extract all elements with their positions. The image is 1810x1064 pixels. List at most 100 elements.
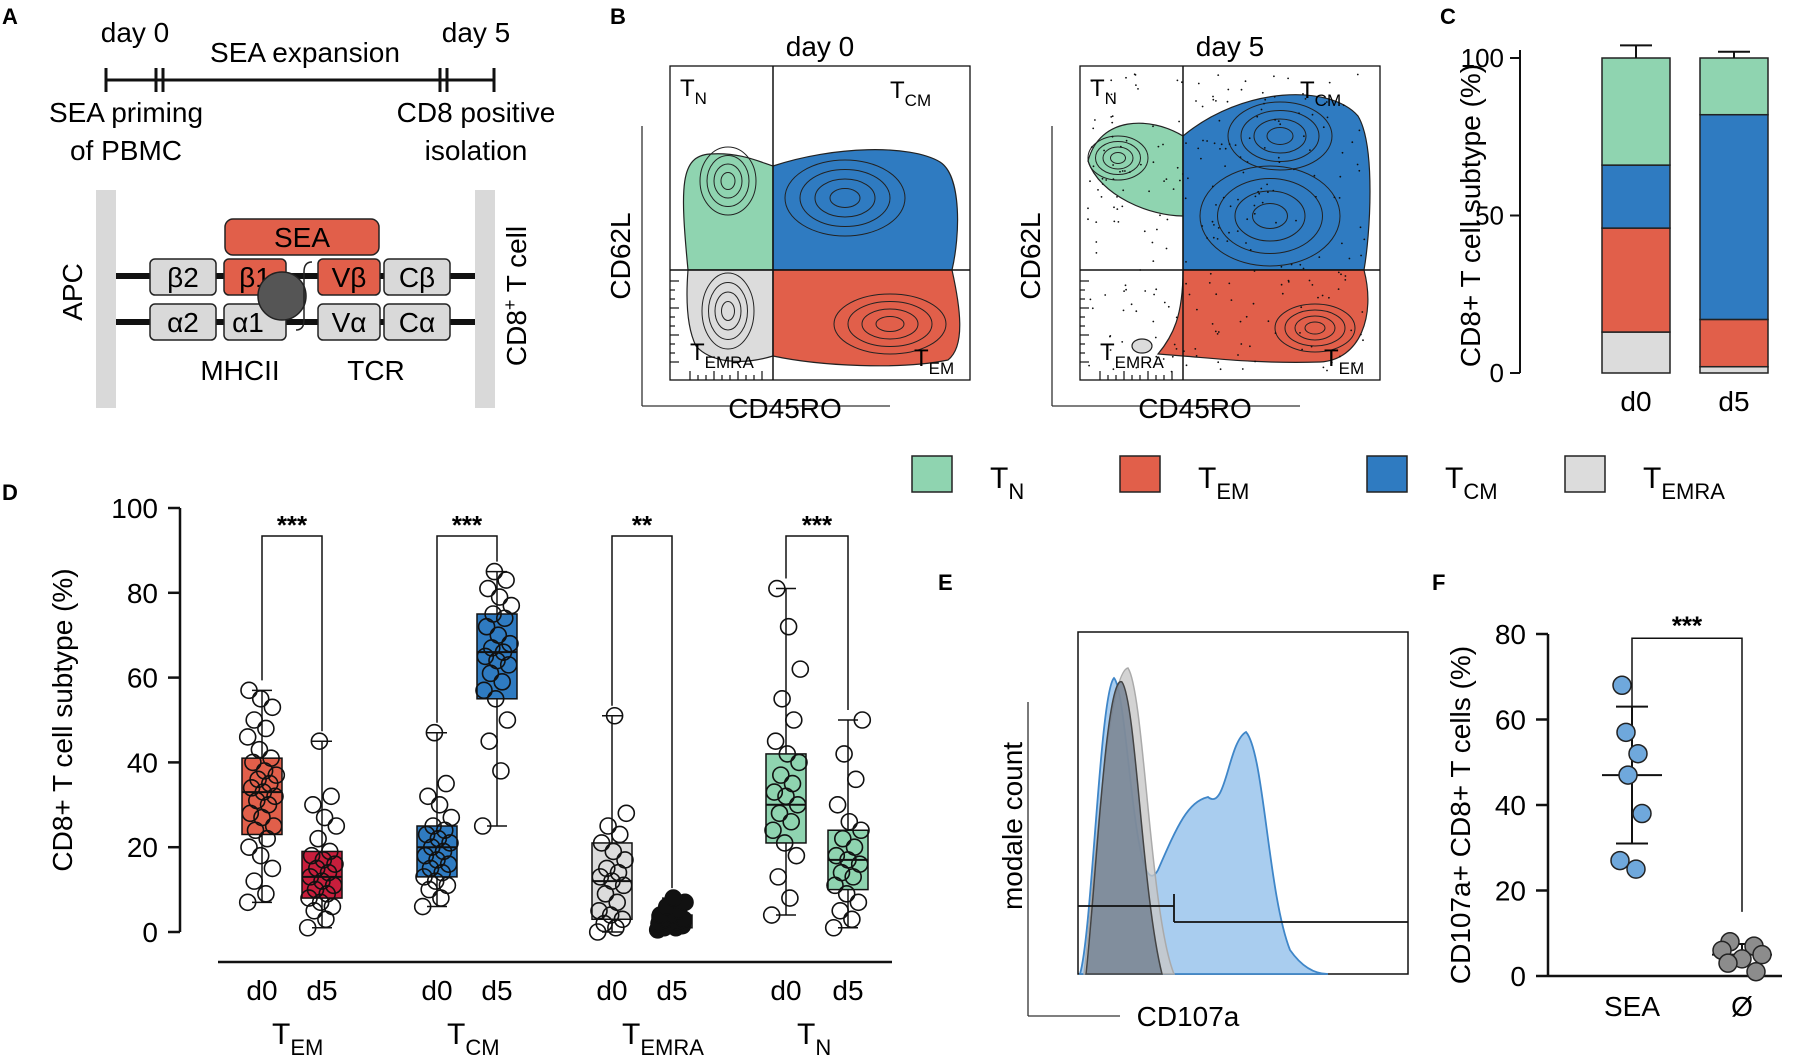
- x-tick-label: Ø: [1731, 991, 1753, 1022]
- data-point: [597, 859, 616, 878]
- tcell-membrane: [475, 190, 495, 408]
- data-point: [1746, 961, 1766, 982]
- event-dot: [1253, 204, 1256, 207]
- event-dot: [1293, 168, 1295, 171]
- event-dot: [1249, 345, 1251, 348]
- contour-ring: [708, 282, 748, 340]
- event-dot: [1303, 135, 1305, 138]
- data-point: [486, 689, 505, 708]
- event-dot: [1125, 76, 1127, 79]
- event-dot: [1152, 260, 1155, 262]
- event-dot: [1100, 196, 1103, 198]
- panel-b: B day 0 CD62L CD45RO TN TCM TEMRA TEM day 5 CD6…: [605, 4, 1381, 424]
- event-dot: [1240, 343, 1243, 345]
- event-dot: [1213, 142, 1216, 145]
- event-dot: [1219, 148, 1221, 150]
- contour-ring: [1199, 165, 1341, 267]
- event-dot: [1211, 323, 1214, 325]
- event-dot: [1215, 100, 1217, 102]
- event-dot: [1333, 196, 1336, 199]
- event-dot: [1208, 282, 1211, 284]
- data-point: [764, 821, 782, 840]
- event-dot: [1226, 100, 1229, 103]
- x-tick-label: d5: [832, 975, 863, 1006]
- event-dot: [1234, 144, 1237, 147]
- tem-region: [1156, 269, 1369, 363]
- cb-domain: [383, 258, 451, 296]
- plot-title: day 5: [1196, 31, 1265, 62]
- data-point: [775, 834, 794, 852]
- data-point: [840, 812, 859, 831]
- event-dot: [1339, 355, 1341, 358]
- event-dot: [1337, 288, 1340, 290]
- event-dot: [1112, 368, 1115, 371]
- contour-ring: [1304, 321, 1326, 335]
- event-dot: [1209, 272, 1212, 275]
- significance-label: ***: [802, 510, 833, 540]
- event-dot: [1228, 231, 1230, 234]
- contour-ring: [1240, 110, 1320, 162]
- plot-title: day 0: [786, 31, 855, 62]
- data-point: [614, 876, 633, 895]
- legend-label: TEMRA: [1643, 462, 1725, 504]
- apc-membrane: [96, 190, 116, 408]
- data-point: [1618, 765, 1638, 785]
- data-point: [845, 838, 864, 857]
- event-dot: [1109, 349, 1112, 351]
- data-point: [240, 681, 258, 700]
- event-dot: [1153, 293, 1155, 296]
- data-point: [770, 804, 789, 823]
- contour-ring: [799, 169, 891, 227]
- event-dot: [1113, 220, 1116, 223]
- event-dot: [1242, 171, 1245, 174]
- event-dot: [1236, 230, 1239, 233]
- significance-label: **: [632, 510, 653, 540]
- event-dot: [1173, 343, 1176, 346]
- apc-label: APC: [57, 263, 88, 321]
- y-tick-label: 0: [1490, 358, 1504, 388]
- contour-ring: [829, 188, 861, 208]
- data-point: [240, 838, 258, 857]
- data-point: [613, 910, 632, 929]
- event-dot: [1211, 220, 1214, 223]
- contour-ring: [1252, 203, 1288, 229]
- event-dot: [1322, 126, 1325, 129]
- bar-segment: [1601, 331, 1671, 374]
- event-dot: [1360, 333, 1362, 336]
- legend-label: TN: [990, 462, 1024, 504]
- event-dot: [1116, 196, 1118, 198]
- data-point: [787, 846, 806, 865]
- event-dot: [1340, 273, 1342, 276]
- y-axis-label: CD62L: [605, 212, 636, 299]
- contour-ring: [1253, 118, 1307, 154]
- contour-ring: [699, 146, 757, 216]
- event-dot: [1267, 191, 1269, 194]
- x-tick-label: d0: [770, 975, 801, 1006]
- data-point: [617, 804, 636, 823]
- temra-region: [686, 269, 774, 363]
- sea-label: SEA: [274, 222, 330, 253]
- event-dot: [1318, 256, 1321, 258]
- contour-ring: [784, 159, 906, 237]
- data-point: [310, 732, 329, 751]
- data-point: [499, 656, 518, 674]
- event-dot: [1104, 294, 1107, 296]
- event-dot: [1254, 360, 1256, 363]
- y-tick-label: 40: [1495, 790, 1526, 821]
- data-point: [322, 787, 340, 806]
- event-dot: [1124, 170, 1126, 172]
- event-dot: [1090, 146, 1093, 149]
- expansion-label: SEA expansion: [210, 37, 400, 68]
- event-dot: [1304, 98, 1307, 100]
- data-point: [425, 723, 444, 742]
- significance-bracket: [1631, 637, 1743, 912]
- contour-ring: [721, 301, 735, 321]
- event-dot: [1217, 331, 1220, 333]
- data-point: [238, 728, 257, 746]
- mhcii-label: MHCII: [200, 355, 279, 386]
- contour-ring: [814, 178, 876, 218]
- data-point: [831, 901, 850, 920]
- legend-swatch: [1366, 455, 1408, 493]
- event-dot: [1330, 361, 1333, 364]
